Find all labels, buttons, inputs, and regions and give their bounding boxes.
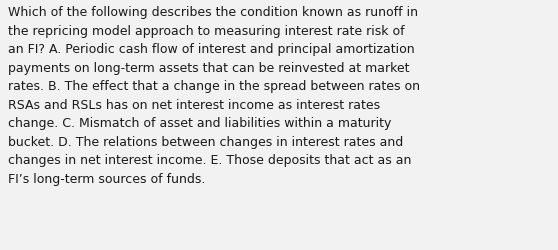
Text: Which of the following describes the condition known as runoff in
the repricing : Which of the following describes the con… <box>8 6 420 185</box>
